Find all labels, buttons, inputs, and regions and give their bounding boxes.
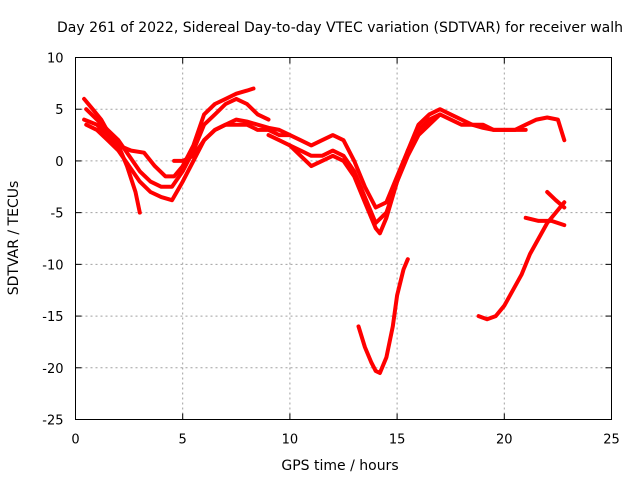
series-line-s2: [82, 86, 256, 179]
y-tick-label: -5: [51, 207, 64, 222]
y-tick-label: 5: [55, 103, 63, 118]
x-tick-label: 5: [179, 433, 187, 448]
series-line-s10: [545, 190, 567, 210]
series-group: [82, 86, 567, 375]
series-line-s8: [356, 257, 410, 375]
y-tick-label: 0: [55, 155, 63, 170]
y-tick-label: -20: [42, 362, 63, 377]
x-axis-label: GPS time / hours: [281, 458, 398, 474]
x-tick-label: 15: [389, 433, 406, 448]
chart-title: Day 261 of 2022, Sidereal Day-to-day VTE…: [57, 20, 623, 36]
series-line-s11: [523, 215, 567, 228]
series-line-s7: [287, 112, 442, 236]
grid: [75, 57, 612, 420]
ticks: 0 5 10 15 20 25 10 5 0 -5 -10 -15 -20 -25: [42, 52, 620, 448]
x-tick-label: 10: [282, 433, 299, 448]
x-tick-label: 0: [71, 433, 79, 448]
y-tick-label: -10: [42, 258, 63, 273]
x-tick-label: 25: [603, 433, 620, 448]
x-tick-label: 20: [496, 433, 513, 448]
y-tick-label: -15: [42, 310, 63, 325]
series-line-s3: [84, 96, 271, 189]
y-tick-label: -25: [42, 414, 63, 429]
plot-frame: [75, 57, 612, 420]
y-tick-label: 10: [47, 52, 64, 67]
y-axis-label: SDTVAR / TECUs: [6, 181, 22, 296]
series-line-s4: [84, 122, 292, 203]
